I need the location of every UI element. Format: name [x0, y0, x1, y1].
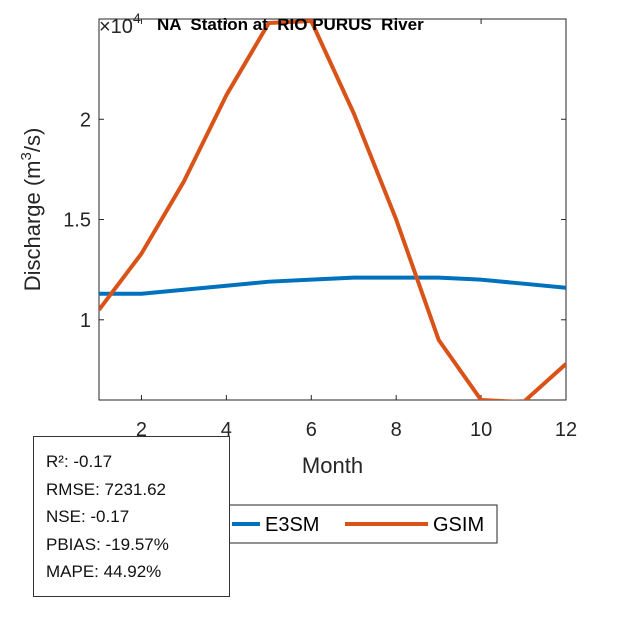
x-tick-label-8: 8: [391, 419, 402, 441]
tick-marks: [99, 19, 567, 400]
stat-pbias: PBIAS: -19.57%: [46, 534, 169, 554]
plot-area-frame: [98, 18, 567, 401]
series-layer: [99, 19, 566, 400]
legend: E3SM GSIM: [224, 504, 498, 544]
y-tick-label-2: 2: [80, 109, 91, 131]
y-multiplier-exp: 4: [133, 10, 141, 26]
x-tick-label-4: 4: [221, 419, 232, 441]
stat-r2: R²: -0.17: [46, 452, 113, 471]
legend-label-e3sm: E3SM: [265, 514, 319, 536]
y-tick-label-0: 1: [80, 310, 91, 332]
y-axis-label-base: Discharge (m: [20, 160, 45, 291]
y-axis-label-sup: 3: [18, 152, 35, 160]
stat-mape: MAPE: 44.92%: [46, 562, 162, 581]
x-tick-label-2: 2: [136, 419, 147, 441]
stat-rmse: RMSE: 7231.62: [46, 479, 167, 499]
x-tick-label-12: 12: [555, 419, 577, 441]
x-axis-label: Month: [302, 453, 363, 478]
y-axis-label-tail: /s): [20, 128, 45, 152]
y-multiplier: ×104: [99, 10, 141, 38]
y-multiplier-base: ×10: [99, 16, 133, 38]
y-axis-label: Discharge (m3/s): [18, 128, 45, 292]
x-tick-label-10: 10: [470, 419, 492, 441]
y-tick-label-1: 1.5: [63, 210, 91, 232]
series-line-e3sm: [99, 275, 566, 296]
stat-nse: NSE: -0.17: [46, 507, 130, 526]
series-line-gsim: [99, 19, 566, 400]
x-tick-label-6: 6: [306, 419, 317, 441]
stats-box: R²: -0.17 RMSE: 7231.62 NSE: -0.17 PBIAS…: [33, 436, 230, 597]
chart-title: NA Station at RIO PURUS River: [157, 15, 424, 34]
legend-label-gsim: GSIM: [433, 514, 484, 536]
tick-labels: 2 4 6 8 10 12 1 1.5 2: [63, 109, 577, 441]
